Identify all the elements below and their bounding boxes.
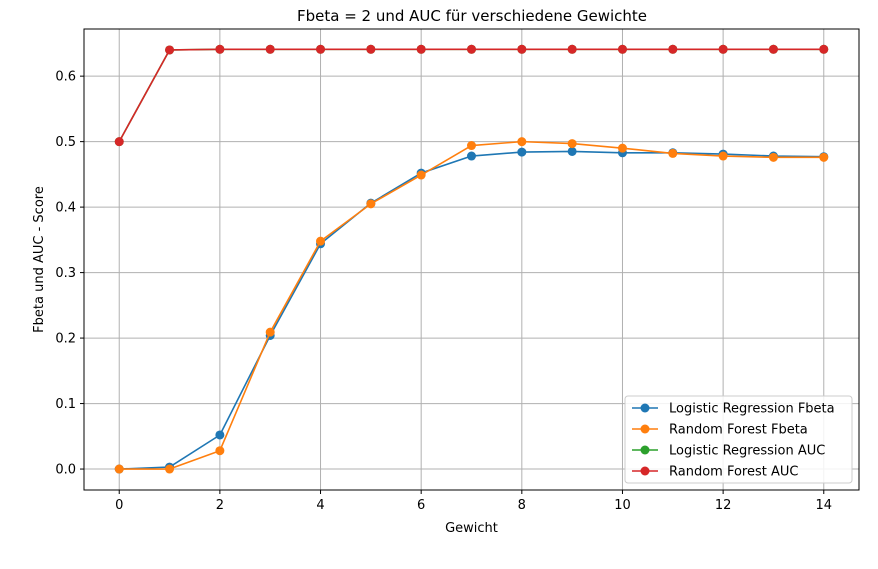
legend-item: Random Forest Fbeta xyxy=(632,423,808,438)
data-point xyxy=(265,44,275,54)
data-point xyxy=(416,44,426,54)
data-point xyxy=(668,148,678,158)
data-point xyxy=(819,152,829,162)
series-2 xyxy=(114,137,829,474)
data-point xyxy=(114,137,124,147)
data-point xyxy=(366,199,376,209)
data-point xyxy=(114,464,124,474)
data-point xyxy=(567,139,577,149)
y-tick-label: 0.1 xyxy=(55,397,76,412)
series-layer xyxy=(114,44,829,474)
data-point xyxy=(316,236,326,246)
legend-marker xyxy=(640,403,650,413)
legend-marker xyxy=(640,445,650,455)
y-tick-label: 0.0 xyxy=(55,463,76,478)
y-tick-label: 0.6 xyxy=(55,70,76,85)
chart-title: Fbeta = 2 und AUC für verschiedene Gewic… xyxy=(297,7,647,25)
data-point xyxy=(366,44,376,54)
data-point xyxy=(265,327,275,337)
data-point xyxy=(819,44,829,54)
data-point xyxy=(668,44,678,54)
data-point xyxy=(215,446,225,456)
y-tick-label: 0.4 xyxy=(55,201,76,216)
legend-item: Random Forest AUC xyxy=(632,465,798,480)
data-point xyxy=(467,151,476,161)
x-tick-label: 12 xyxy=(715,498,732,513)
y-tick-label: 0.2 xyxy=(55,332,76,347)
axis-ticks: 0 2 4 6 8 10 12 14 0.0 0.1 0.2 0.3 0.4 0.5 0.6 xyxy=(55,70,832,513)
data-point xyxy=(718,151,728,161)
legend-box xyxy=(624,395,853,484)
data-point xyxy=(215,44,225,54)
data-point xyxy=(768,152,778,162)
data-point xyxy=(517,44,527,54)
legend-item: Logistic Regression AUC xyxy=(632,444,825,459)
data-point xyxy=(768,44,778,54)
data-point xyxy=(215,430,225,440)
data-point xyxy=(165,45,175,55)
data-point xyxy=(517,147,527,157)
y-tick-label: 0.5 xyxy=(55,135,76,150)
x-tick-label: 6 xyxy=(417,498,425,513)
data-point xyxy=(567,44,577,54)
legend-label: Random Forest Fbeta xyxy=(669,423,808,438)
data-point xyxy=(467,44,476,54)
legend-items: Logistic Regression Fbeta Random Forest F… xyxy=(632,402,835,480)
data-point xyxy=(718,44,728,54)
legend-marker xyxy=(640,424,650,434)
data-point xyxy=(567,146,577,156)
data-point xyxy=(165,464,175,474)
data-point xyxy=(517,137,527,147)
legend: Logistic Regression Fbeta Random Forest F… xyxy=(624,395,853,484)
y-axis-title: Fbeta und AUC - Score xyxy=(32,186,47,333)
legend-item: Logistic Regression Fbeta xyxy=(632,402,835,417)
legend-label: Random Forest AUC xyxy=(669,465,798,480)
legend-label: Logistic Regression Fbeta xyxy=(669,402,835,417)
plot-frame xyxy=(83,28,860,491)
x-tick-label: 2 xyxy=(216,498,224,513)
legend-marker xyxy=(640,466,650,476)
data-point xyxy=(617,143,627,153)
data-point xyxy=(617,44,627,54)
x-tick-label: 4 xyxy=(316,498,324,513)
x-tick-label: 14 xyxy=(815,498,832,513)
data-point xyxy=(316,44,326,54)
y-tick-label: 0.3 xyxy=(55,266,76,281)
x-axis-title: Gewicht xyxy=(445,521,498,536)
data-point xyxy=(416,170,426,180)
x-tick-label: 10 xyxy=(614,498,631,513)
series-4 xyxy=(114,44,829,147)
x-tick-label: 8 xyxy=(518,498,526,513)
legend-label: Logistic Regression AUC xyxy=(669,444,825,459)
data-point xyxy=(467,141,476,151)
x-tick-label: 0 xyxy=(115,498,123,513)
